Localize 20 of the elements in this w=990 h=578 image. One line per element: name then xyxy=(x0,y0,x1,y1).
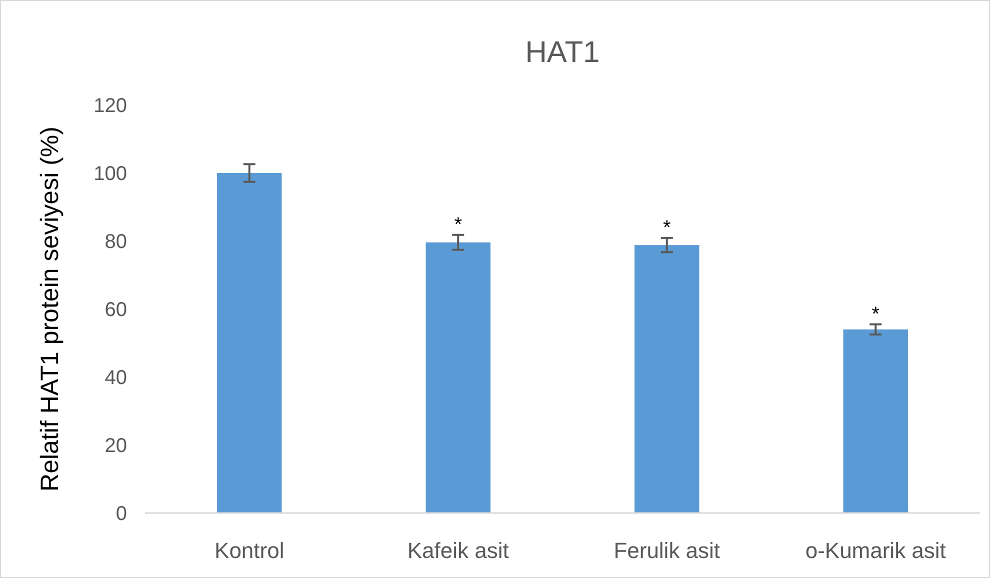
y-tick-label: 80 xyxy=(104,231,127,253)
y-tick-label: 60 xyxy=(104,299,127,321)
bar xyxy=(217,173,282,513)
y-tick-label: 40 xyxy=(104,367,127,389)
annotation: * xyxy=(662,216,671,239)
x-tick-label: Ferulik asit xyxy=(614,538,720,563)
x-tick-label: o-Kumarik asit xyxy=(805,538,946,563)
y-tick-label: 100 xyxy=(94,163,127,185)
bar xyxy=(426,242,490,513)
annotation: * xyxy=(454,214,462,236)
y-axis-title: Relatif HAT1 protein seviyesi (%) xyxy=(36,126,64,492)
x-tick-label: Kafeik asit xyxy=(407,538,509,563)
y-tick-label: 0 xyxy=(116,503,127,525)
y-tick-label: 120 xyxy=(94,95,127,117)
chart-title: HAT1 xyxy=(525,36,600,69)
bar xyxy=(843,329,908,513)
bar xyxy=(634,245,700,513)
annotation: * xyxy=(872,303,880,326)
y-tick-label: 20 xyxy=(104,435,127,457)
x-tick-label: Kontrol xyxy=(214,538,284,563)
